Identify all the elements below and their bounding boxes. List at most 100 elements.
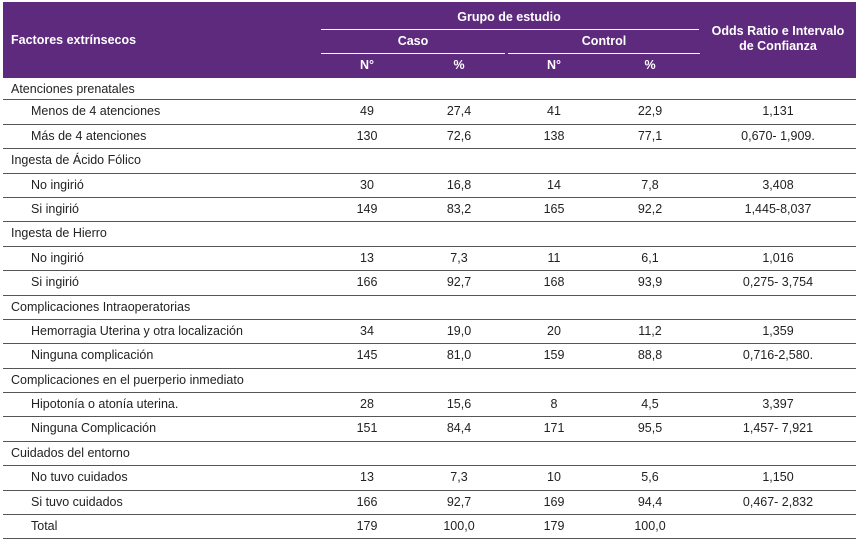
header-caso-n: N° [359,58,375,72]
section-row: Atenciones prenatales [3,76,856,101]
cell-control-n: 14 [547,177,561,192]
cell-control-n: 10 [547,470,561,485]
cell-control-pct: 22,9 [637,104,663,119]
table-row: No ingirió 30 16,8 14 7,8 3,408 [3,174,856,198]
table-row: Hipotonía o atonía uterina. 28 15,6 8 4,5 3,3… [3,393,856,418]
cell-control-pct: 6,1 [641,250,659,265]
cell-caso-pct: 19,0 [446,323,472,338]
table-row: Ninguna Complicación 151 84,4 171 95,5 1,457-… [3,417,856,442]
table-body: Atenciones prenatales Menos de 4 atencion… [3,76,856,540]
cell-control-n: 169 [543,494,565,509]
cell-control-n: 165 [543,201,565,216]
cell-control-n: 138 [543,128,565,143]
table-row: Hemorragia Uterina y otra localización 34… [3,320,856,345]
row-label: Hemorragia Uterina y otra localización [31,323,243,338]
section-label: Complicaciones en el puerperio inmediato [11,372,244,387]
header-caso: Caso [397,34,429,48]
cell-caso-n: 166 [356,275,378,290]
table-row: Menos de 4 atenciones 49 27,4 41 22,9 1,131 [3,100,856,125]
table-header: Factores extrínsecos Grupo de estudio Ca… [3,2,856,76]
section-label: Ingesta de Hierro [11,226,107,241]
cell-control-n: 8 [550,397,558,412]
table-row: Ninguna complicación 145 81,0 159 88,8 0,716-… [3,344,856,369]
table-row: No ingirió 13 7,3 11 6,1 1,016 [3,247,856,272]
cell-control-pct: 95,5 [637,421,663,436]
header-odds-ratio: Odds Ratio e Intervalo de Confianza [711,24,845,53]
header-control: Control [581,34,627,48]
cell-control-pct: 4,5 [641,397,659,412]
section-label: Complicaciones Intraoperatorias [11,299,191,314]
cell-odds-ratio: 0,716-2,580. [742,348,814,363]
section-row: Ingesta de Hierro [3,222,856,247]
row-label: Si tuvo cuidados [31,494,123,509]
cell-odds-ratio: 1,457- 7,921 [742,421,814,436]
control-underline [508,53,700,54]
row-label: No tuvo cuidados [31,470,128,485]
cell-control-n: 159 [543,348,565,363]
header-factors: Factores extrínsecos [11,33,137,47]
section-row: Complicaciones en el puerperio inmediato [3,369,856,394]
row-label: Total [31,519,58,534]
cell-caso-n: 130 [356,128,378,143]
cell-caso-n: 166 [356,494,378,509]
cell-caso-pct: 92,7 [446,275,472,290]
row-label: Si ingirió [31,201,79,216]
cell-odds-ratio: 3,397 [762,397,794,412]
cell-caso-n: 28 [360,397,374,412]
cell-control-pct: 94,4 [637,494,663,509]
cell-control-pct: 88,8 [637,348,663,363]
cell-odds-ratio: 0,467- 2,832 [742,494,814,509]
cell-control-pct: 92,2 [637,201,663,216]
cell-control-n: 20 [547,323,561,338]
group-underline [321,29,699,30]
cell-control-pct: 7,8 [641,177,659,192]
cell-caso-pct: 83,2 [446,201,472,216]
row-label: Ninguna Complicación [31,421,157,436]
cell-caso-n: 179 [356,519,378,534]
table-row: Si tuvo cuidados 166 92,7 169 94,4 0,467- 2,8… [3,491,856,516]
section-row: Ingesta de Ácido Fólico [3,149,856,174]
cell-caso-pct: 16,8 [446,177,472,192]
section-row: Cuidados del entorno [3,442,856,467]
section-label: Ingesta de Ácido Fólico [11,153,141,168]
cell-caso-n: 30 [360,177,374,192]
section-row: Complicaciones Intraoperatorias [3,296,856,320]
cell-control-pct: 100,0 [634,519,666,534]
results-table: Factores extrínsecos Grupo de estudio Ca… [3,2,856,540]
cell-odds-ratio: 1,359 [762,323,794,338]
cell-control-n: 11 [547,250,561,265]
cell-caso-n: 145 [356,348,378,363]
table-row: Total 179 100,0 179 100,0 [3,515,856,540]
header-caso-pct: % [453,58,465,72]
cell-caso-pct: 100,0 [443,519,475,534]
header-control-n: N° [546,58,562,72]
row-label: Si ingirió [31,275,79,290]
cell-control-pct: 93,9 [637,275,663,290]
cell-caso-pct: 81,0 [446,348,472,363]
cell-caso-pct: 7,3 [450,250,468,265]
header-control-pct: % [644,58,656,72]
row-label: No ingirió [31,250,84,265]
cell-control-pct: 11,2 [638,323,662,338]
cell-control-n: 171 [543,421,565,436]
table-row: No tuvo cuidados 13 7,3 10 5,6 1,150 [3,466,856,491]
cell-odds-ratio: 3,408 [762,177,794,192]
row-label: No ingirió [31,177,84,192]
table-row: Más de 4 atenciones 130 72,6 138 77,1 0,670- … [3,125,856,150]
cell-caso-n: 149 [356,201,378,216]
cell-caso-pct: 84,4 [446,421,472,436]
header-study-group: Grupo de estudio [457,10,561,24]
table-row: Si ingirió 166 92,7 168 93,9 0,275- 3,754 [3,271,856,296]
section-label: Cuidados del entorno [11,445,130,460]
row-label: Ninguna complicación [31,348,154,363]
cell-control-pct: 5,6 [641,470,659,485]
cell-caso-n: 151 [356,421,378,436]
cell-caso-pct: 7,3 [450,470,468,485]
cell-odds-ratio: 1,131 [762,104,794,119]
cell-odds-ratio: 1,445-8,037 [744,201,812,216]
cell-odds-ratio: 1,016 [762,250,794,265]
cell-control-n: 179 [543,519,565,534]
cell-odds-ratio: 0,670- 1,909. [741,128,815,143]
section-label: Atenciones prenatales [11,82,135,96]
row-label: Menos de 4 atenciones [31,104,161,119]
